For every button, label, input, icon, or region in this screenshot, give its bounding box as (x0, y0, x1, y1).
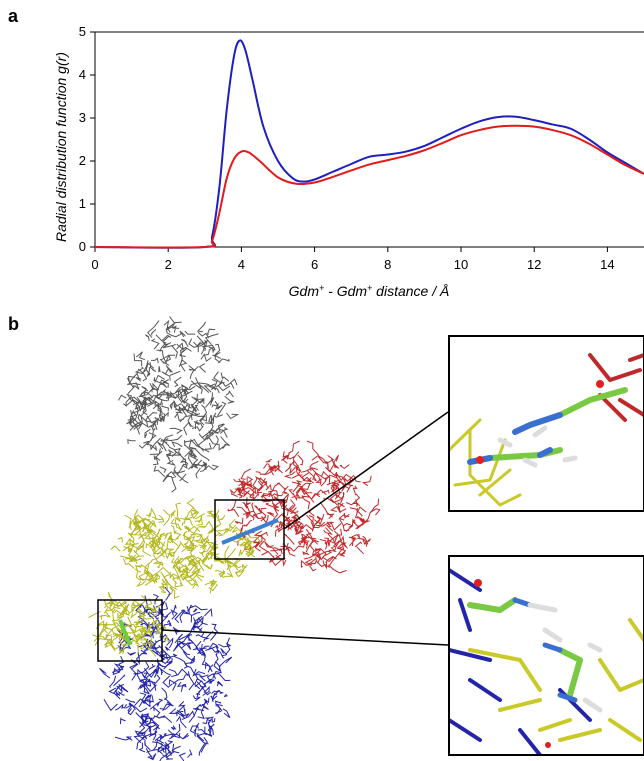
x-axis-title: Gdm+ - Gdm+ distance / Å (289, 283, 450, 299)
panel-label-b: b (8, 314, 19, 334)
series-line-2 (94, 124, 644, 249)
y-tick-label: 3 (79, 110, 86, 125)
molecule-yellow (110, 498, 262, 599)
inset-lower (448, 555, 644, 756)
y-tick-label: 2 (79, 153, 86, 168)
molecule-red (227, 440, 381, 574)
molecule-yellow-lower (88, 591, 169, 657)
x-tick-label: 8 (384, 257, 391, 272)
series-line-1 (94, 39, 644, 249)
x-tick-label: 0 (91, 257, 98, 272)
panel-label-a: a (8, 6, 19, 26)
y-axis-title: Radial distribution function g(r) (53, 52, 69, 242)
ligand-stick (221, 518, 279, 545)
y-tick-label: 1 (79, 196, 86, 211)
x-tick-label: 2 (165, 257, 172, 272)
molecule-gray (118, 316, 240, 493)
molecule-blue (99, 586, 233, 761)
y-tick-label: 0 (79, 239, 86, 254)
y-tick-label: 4 (79, 67, 86, 82)
x-tick-label: 10 (454, 257, 468, 272)
x-tick-label: 4 (238, 257, 245, 272)
x-tick-label: 14 (600, 257, 614, 272)
connector-upper (283, 411, 449, 530)
connector-lower (161, 629, 449, 646)
x-tick-label: 12 (527, 257, 541, 272)
ligand-stick-lower (118, 619, 132, 646)
inset-upper (448, 335, 644, 512)
molecular-snapshot-figure (88, 316, 644, 761)
x-tick-label: 6 (311, 257, 318, 272)
y-tick-label: 5 (79, 24, 86, 39)
zoom-box-upper (214, 499, 285, 560)
